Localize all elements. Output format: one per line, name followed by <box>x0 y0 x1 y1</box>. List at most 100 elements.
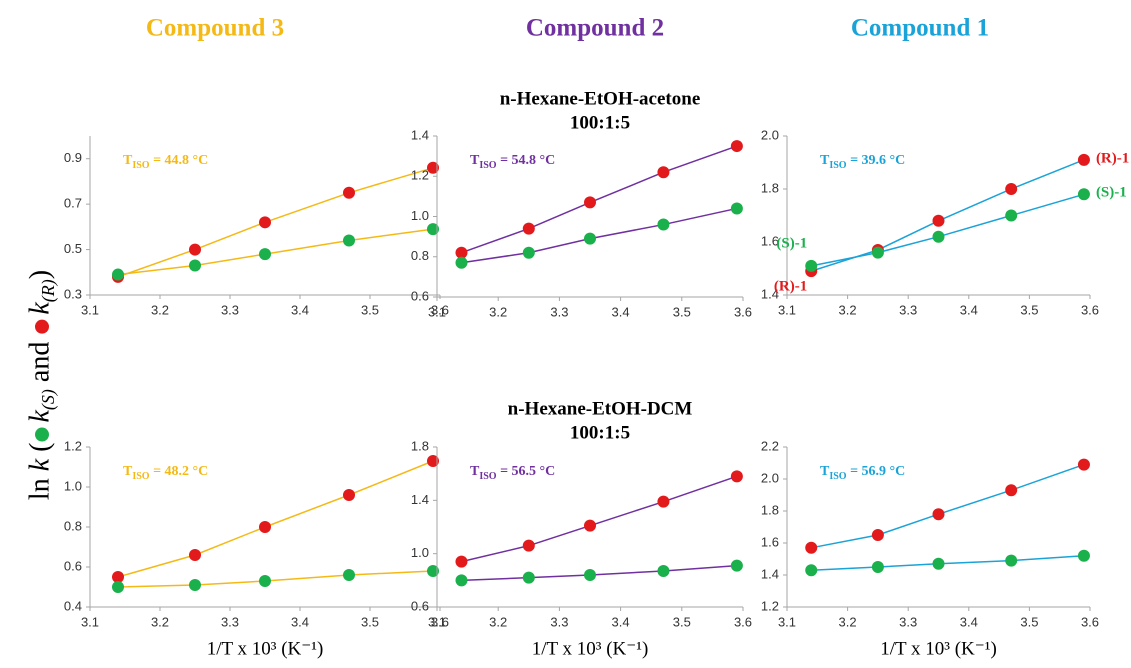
data-point <box>1005 554 1018 567</box>
data-point <box>522 571 535 584</box>
y-tick-label: 1.2 <box>411 168 429 183</box>
annotation: TISO = 48.2 °C <box>123 464 208 482</box>
annotation-part: T <box>470 464 480 479</box>
y-tick-label: 2.2 <box>761 438 779 453</box>
data-point <box>522 222 535 235</box>
data-point <box>730 470 743 483</box>
x-tick-label: 3.4 <box>960 302 978 317</box>
x-tick-label: 3.4 <box>612 614 630 629</box>
data-point <box>1005 484 1018 497</box>
x-tick-label: 3.1 <box>428 614 446 629</box>
y-label-part: ) <box>24 270 55 279</box>
y-tick-label: 1.4 <box>761 286 779 301</box>
y-label-part: (R) <box>38 279 59 302</box>
annotation-part: = 56.9 °C <box>847 464 906 479</box>
x-tick-label: 3.5 <box>1020 302 1038 317</box>
annotation-part: = 56.5 °C <box>497 464 556 479</box>
annotation-part: ISO <box>829 471 846 482</box>
x-tick-label: 3.1 <box>778 614 796 629</box>
annotation: TISO = 54.8 °C <box>470 153 555 171</box>
y-tick-label: 0.7 <box>64 196 82 211</box>
x-axis-label: 1/T x 10³ (K⁻¹) <box>207 638 324 659</box>
y-label-part: k <box>24 410 55 423</box>
y-tick-label: 2.0 <box>761 127 779 142</box>
data-point <box>584 569 596 581</box>
point-label: (R)-1 <box>1096 150 1129 166</box>
data-point <box>343 569 355 581</box>
legend-dot <box>35 319 49 334</box>
series-line <box>117 228 434 276</box>
series-line <box>461 207 738 264</box>
y-tick-label: 1.0 <box>411 208 429 223</box>
data-point <box>343 234 355 247</box>
y-tick-label: 1.8 <box>411 438 429 453</box>
data-point <box>427 565 439 577</box>
x-tick-label: 3.3 <box>221 614 239 629</box>
annotation-part: T <box>820 464 830 479</box>
x-tick-label: 3.3 <box>550 614 568 629</box>
series-line <box>811 193 1085 267</box>
data-point <box>189 579 201 591</box>
data-point <box>871 529 884 541</box>
annotation-part: T <box>470 153 480 168</box>
annotation-part: ISO <box>479 160 496 171</box>
y-tick-label: 1.2 <box>64 438 82 453</box>
annotation-part: T <box>820 153 830 168</box>
data-point <box>1077 188 1090 201</box>
point-label: (S)-1 <box>776 235 807 251</box>
x-axis-label: 1/T x 10³ (K⁻¹) <box>532 638 649 659</box>
data-point <box>112 571 124 583</box>
x-tick-label: 3.6 <box>431 302 449 317</box>
data-point <box>259 521 271 533</box>
y-label-part: k <box>24 458 55 471</box>
y-label-part: ln <box>24 471 55 500</box>
y-tick-label: 0.8 <box>64 518 82 533</box>
data-point <box>427 455 439 467</box>
x-tick-label: 3.5 <box>361 302 379 317</box>
data-point <box>932 230 945 243</box>
data-point <box>343 186 355 199</box>
data-point <box>657 495 670 508</box>
x-tick-label: 3.3 <box>221 302 239 317</box>
x-tick-label: 3.5 <box>673 614 691 629</box>
column-title: Compound 1 <box>851 15 989 42</box>
data-point <box>455 555 468 568</box>
x-tick-label: 3.6 <box>1081 302 1099 317</box>
y-tick-label: 0.6 <box>64 558 82 573</box>
x-tick-label: 3.5 <box>361 614 379 629</box>
y-tick-label: 1.8 <box>761 502 779 517</box>
data-point <box>522 539 535 552</box>
data-point <box>657 218 670 231</box>
data-point <box>584 519 596 532</box>
series-line <box>811 159 1085 272</box>
data-point <box>112 581 124 593</box>
annotation-part: T <box>123 464 133 479</box>
x-tick-label: 3.2 <box>151 302 169 317</box>
data-point <box>730 140 743 153</box>
x-tick-label: 3.2 <box>839 614 857 629</box>
data-point <box>805 541 818 554</box>
y-label-part: ( <box>24 443 55 459</box>
data-point <box>455 574 468 587</box>
y-axis-label: ln k (k(S) and k(R)) <box>24 270 59 500</box>
y-tick-label: 1.6 <box>761 534 779 549</box>
x-tick-label: 3.1 <box>81 614 99 629</box>
row-title: n-Hexane-EtOH-acetone <box>500 88 701 109</box>
x-tick-label: 3.4 <box>612 304 630 319</box>
data-point <box>343 489 355 501</box>
series-line <box>461 475 738 563</box>
x-tick-label: 3.4 <box>291 302 309 317</box>
data-point <box>112 268 124 281</box>
y-tick-label: 1.4 <box>411 127 429 142</box>
x-tick-label: 3.4 <box>960 614 978 629</box>
annotation: TISO = 39.6 °C <box>820 153 905 171</box>
data-point <box>259 216 271 229</box>
data-point <box>805 564 818 577</box>
data-point <box>455 256 468 269</box>
annotation-part: = 44.8 °C <box>150 153 209 168</box>
data-point <box>1077 153 1090 166</box>
y-tick-label: 1.6 <box>761 233 779 248</box>
x-tick-label: 3.1 <box>778 302 796 317</box>
y-label-part: (S) <box>38 389 59 410</box>
